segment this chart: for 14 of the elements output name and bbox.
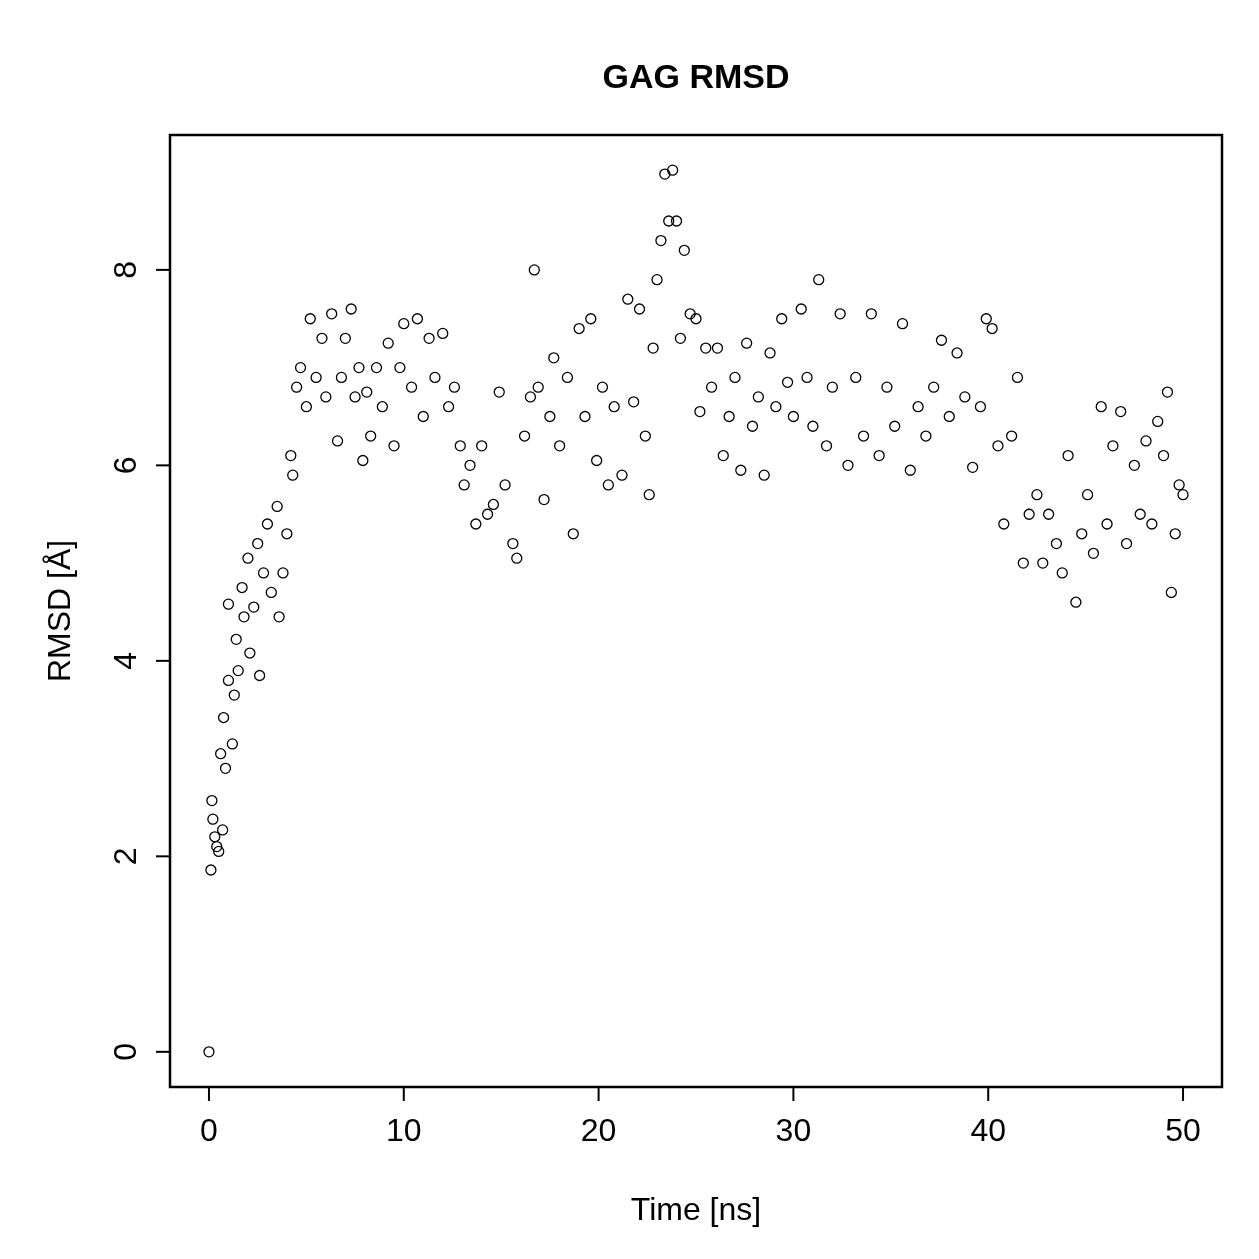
y-tick-label: 0: [107, 1042, 143, 1061]
x-axis-title: Time [ns]: [630, 1191, 762, 1227]
x-tick-label: 10: [385, 1112, 422, 1148]
x-tick-label: 50: [1165, 1112, 1201, 1148]
x-tick-label: 40: [970, 1112, 1007, 1148]
y-tick-label: 4: [107, 651, 143, 670]
y-tick-label: 8: [107, 260, 143, 279]
x-tick-label: 20: [580, 1112, 617, 1148]
x-tick-label: 30: [775, 1112, 812, 1148]
y-tick-label: 2: [107, 847, 143, 866]
chart-title: GAG RMSD: [602, 57, 790, 95]
y-axis-title: RMSD [Å]: [41, 539, 77, 683]
y-tick-label: 6: [107, 456, 143, 475]
x-tick-label: 0: [200, 1112, 218, 1148]
